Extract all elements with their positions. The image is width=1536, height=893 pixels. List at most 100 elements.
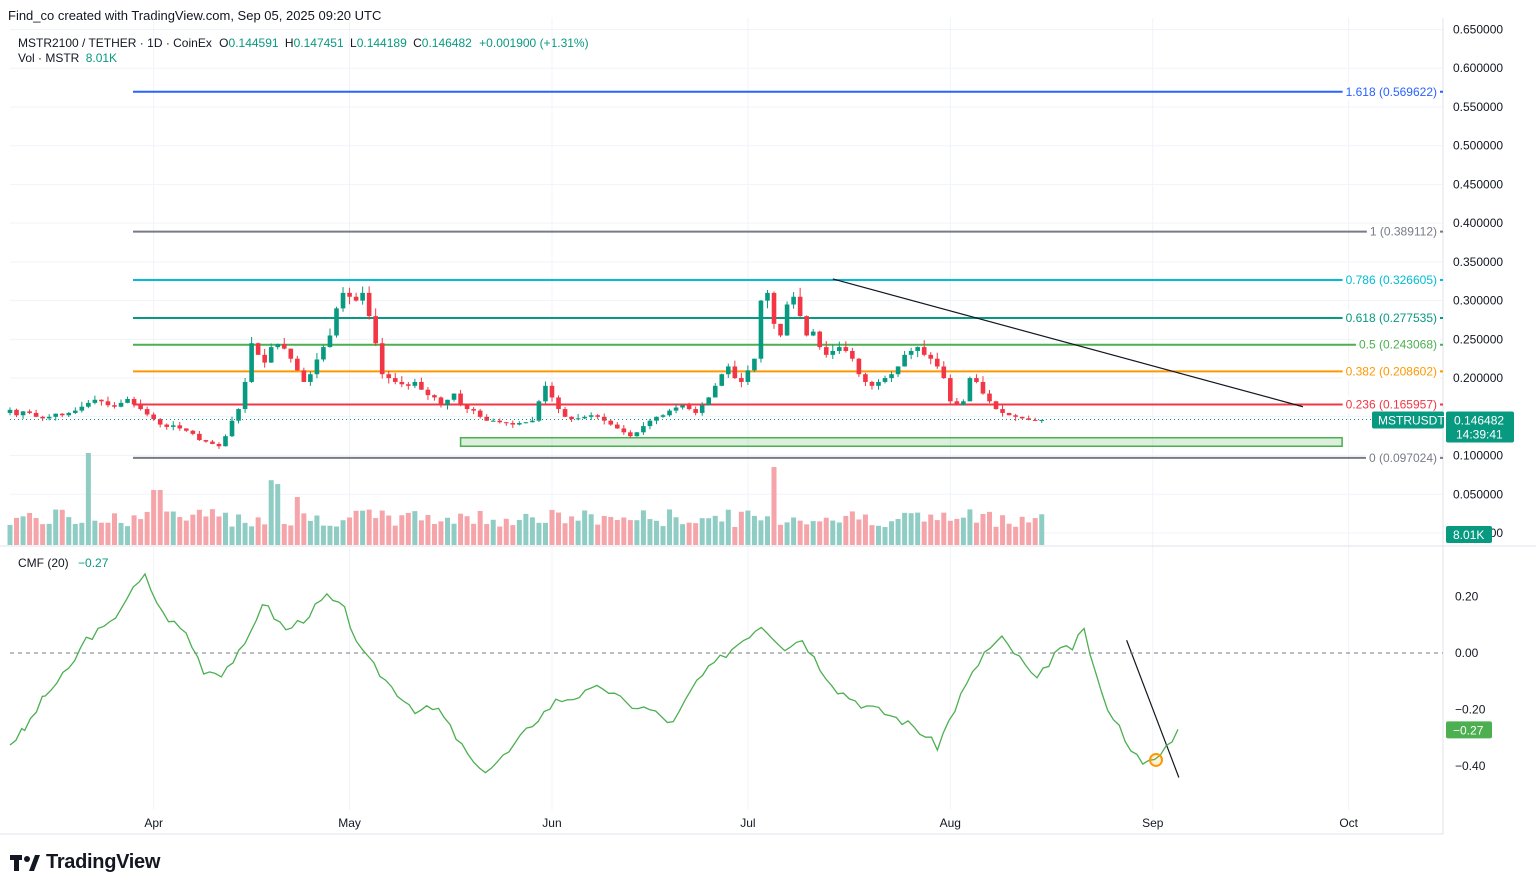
candle-body bbox=[125, 398, 130, 403]
volume-bar bbox=[797, 520, 803, 545]
cmf-value: −0.27 bbox=[78, 556, 109, 570]
time-axis-label: Jun bbox=[542, 816, 561, 830]
candle-body bbox=[765, 292, 770, 301]
volume-bar bbox=[1000, 515, 1006, 545]
candle-body bbox=[823, 347, 829, 355]
candle-body bbox=[739, 378, 744, 382]
candle-body bbox=[745, 370, 751, 382]
candle-body bbox=[928, 354, 934, 359]
volume-bar bbox=[680, 524, 686, 545]
time-axis-label: May bbox=[338, 816, 361, 830]
volume-bar bbox=[1039, 514, 1045, 545]
volume-bar bbox=[405, 512, 411, 545]
candle-body bbox=[314, 359, 320, 375]
fib-level-label: 0 (0.097024) bbox=[1369, 451, 1437, 465]
volume-bar bbox=[719, 521, 725, 545]
candle-body bbox=[987, 393, 992, 402]
candle-body bbox=[732, 366, 738, 379]
volume-bar bbox=[392, 525, 398, 545]
candle-body bbox=[334, 308, 339, 336]
candle-body bbox=[177, 425, 183, 429]
high-value: 0.147451 bbox=[293, 36, 344, 50]
volume-badge-value: 8.01K bbox=[1453, 528, 1484, 542]
cmf-label[interactable]: CMF (20) bbox=[18, 556, 69, 570]
volume-bar bbox=[1013, 526, 1019, 545]
candle-body bbox=[693, 409, 698, 413]
candle-body bbox=[144, 409, 150, 415]
candle-body bbox=[451, 393, 457, 400]
fib-label-background bbox=[1342, 272, 1441, 289]
candle-body bbox=[288, 348, 294, 359]
tradingview-logo[interactable]: TradingView bbox=[10, 851, 160, 874]
candle-body bbox=[112, 405, 117, 407]
volume-bar bbox=[601, 516, 607, 545]
candle-body bbox=[236, 409, 241, 421]
price-axis-tick: 0.100000 bbox=[1453, 449, 1503, 463]
candle-body bbox=[275, 343, 281, 348]
volume-bar bbox=[621, 517, 627, 545]
candle-body bbox=[386, 374, 392, 379]
volume-bar bbox=[843, 515, 849, 545]
volume-bar bbox=[875, 525, 881, 545]
volume-bar bbox=[1019, 516, 1025, 545]
trend-lines bbox=[832, 278, 1304, 778]
candle-body bbox=[464, 405, 470, 410]
volume-bar bbox=[490, 519, 496, 545]
low-label: L bbox=[350, 36, 357, 50]
candle-body bbox=[667, 410, 672, 416]
volume-bar bbox=[111, 513, 117, 545]
price-axis-tick: 0.650000 bbox=[1453, 23, 1503, 37]
candle-body bbox=[268, 347, 274, 363]
candle-body bbox=[601, 416, 607, 421]
candle-body bbox=[99, 399, 104, 402]
volume-bar bbox=[347, 517, 353, 545]
volume-bar bbox=[556, 512, 562, 545]
volume-bar bbox=[595, 524, 601, 545]
low-value: 0.144189 bbox=[356, 36, 407, 50]
candle-body bbox=[621, 428, 627, 433]
candle-body bbox=[556, 397, 561, 410]
candle-body bbox=[517, 423, 522, 425]
volume-badge bbox=[1446, 526, 1492, 543]
volume-bar bbox=[477, 510, 483, 545]
volume-bar bbox=[738, 511, 744, 545]
candle-body bbox=[797, 296, 803, 317]
cmf-axis-tick: −0.20 bbox=[1455, 703, 1486, 717]
candle-body bbox=[543, 385, 548, 402]
candle-body bbox=[399, 381, 405, 385]
volume-bar bbox=[529, 517, 535, 545]
candle-body bbox=[46, 416, 52, 419]
fib-label-background bbox=[1342, 396, 1441, 413]
candle-body bbox=[210, 441, 215, 444]
volume-bar bbox=[314, 515, 320, 545]
time-axis-label: Oct bbox=[1339, 816, 1358, 830]
volume-bar bbox=[334, 526, 339, 545]
volume-label[interactable]: Vol · MSTR bbox=[18, 51, 80, 65]
volume-bar bbox=[425, 515, 431, 545]
candle-body bbox=[895, 366, 901, 375]
volume-bar bbox=[640, 510, 646, 545]
volume-bar bbox=[503, 518, 509, 545]
volume-bar bbox=[804, 524, 810, 545]
volume-bar bbox=[431, 523, 437, 545]
candle-body bbox=[131, 398, 137, 405]
volume-bar bbox=[921, 521, 927, 545]
symbol-name[interactable]: MSTR2100 / TETHER · 1D · CoinEx bbox=[18, 36, 212, 50]
volume-bar bbox=[706, 518, 712, 545]
candle-body bbox=[40, 416, 45, 419]
open-value: 0.144591 bbox=[228, 36, 279, 50]
volume-bar bbox=[281, 524, 287, 545]
volume-bar bbox=[262, 524, 268, 545]
candle-body bbox=[647, 420, 653, 427]
cmf-highlight-marker bbox=[1149, 752, 1163, 767]
volume-bar bbox=[268, 480, 274, 545]
candle-body bbox=[1013, 415, 1018, 417]
fib-level-label: 1 (0.389112) bbox=[1370, 225, 1437, 239]
price-axis-tick: 0.350000 bbox=[1453, 255, 1503, 269]
candle-body bbox=[66, 412, 72, 416]
current-price-badge bbox=[1446, 411, 1514, 443]
candle-body bbox=[138, 404, 143, 410]
volume-bar bbox=[836, 522, 842, 545]
candle-body bbox=[1039, 419, 1045, 421]
